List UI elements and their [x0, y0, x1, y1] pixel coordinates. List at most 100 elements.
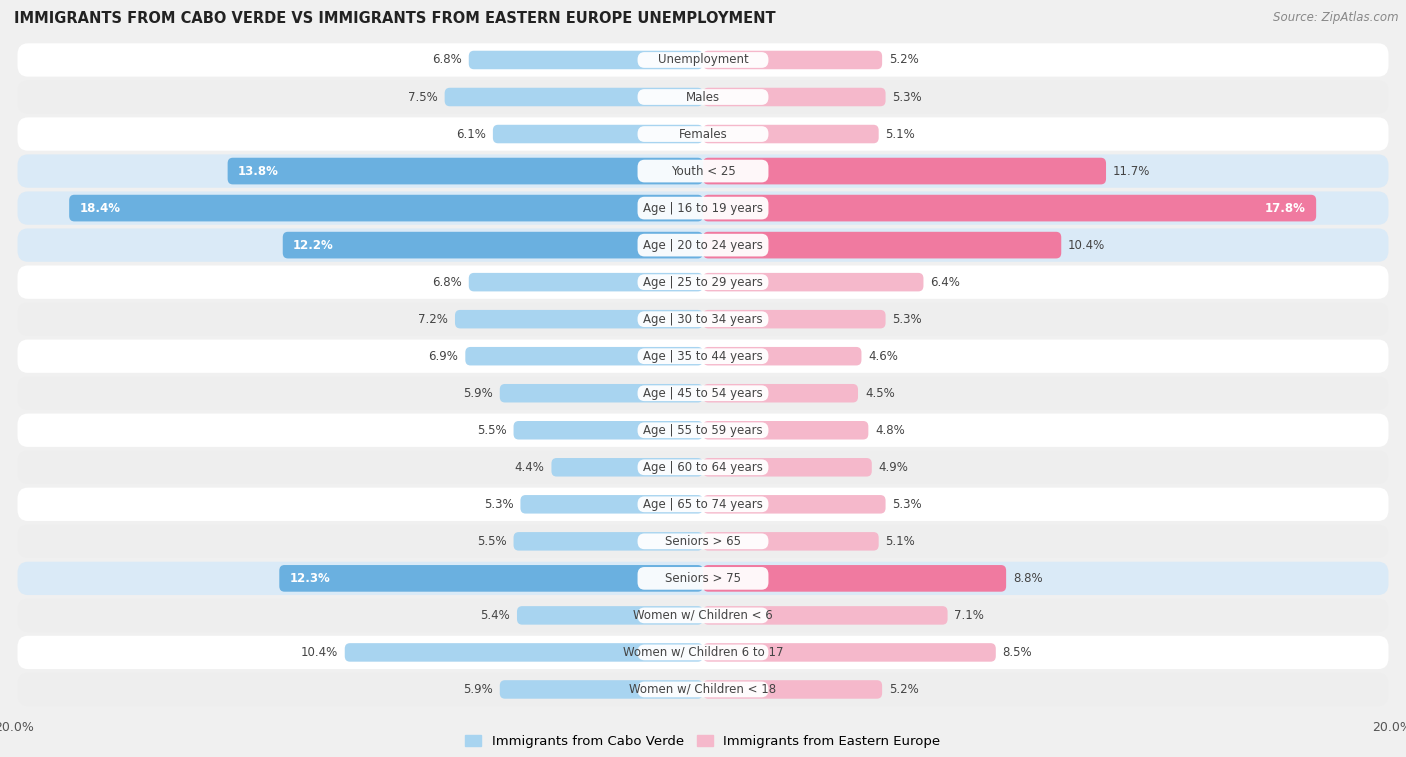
Text: 5.9%: 5.9%	[463, 387, 494, 400]
Text: 5.2%: 5.2%	[889, 54, 918, 67]
FancyBboxPatch shape	[17, 376, 1389, 410]
FancyBboxPatch shape	[637, 567, 769, 590]
Text: Males: Males	[686, 91, 720, 104]
Text: 6.4%: 6.4%	[931, 276, 960, 288]
FancyBboxPatch shape	[703, 643, 995, 662]
FancyBboxPatch shape	[17, 43, 1389, 76]
FancyBboxPatch shape	[703, 273, 924, 291]
Text: 6.1%: 6.1%	[456, 127, 486, 141]
FancyBboxPatch shape	[17, 266, 1389, 299]
Text: 8.5%: 8.5%	[1002, 646, 1032, 659]
Text: Age | 45 to 54 years: Age | 45 to 54 years	[643, 387, 763, 400]
FancyBboxPatch shape	[17, 599, 1389, 632]
FancyBboxPatch shape	[703, 384, 858, 403]
FancyBboxPatch shape	[517, 606, 703, 625]
Text: 5.3%: 5.3%	[893, 91, 922, 104]
FancyBboxPatch shape	[465, 347, 703, 366]
Text: 13.8%: 13.8%	[238, 164, 278, 178]
FancyBboxPatch shape	[283, 232, 703, 258]
FancyBboxPatch shape	[703, 195, 1316, 221]
Text: 5.9%: 5.9%	[463, 683, 494, 696]
FancyBboxPatch shape	[551, 458, 703, 477]
FancyBboxPatch shape	[637, 497, 769, 512]
Text: 4.4%: 4.4%	[515, 461, 544, 474]
FancyBboxPatch shape	[17, 154, 1389, 188]
Text: 6.8%: 6.8%	[432, 54, 461, 67]
FancyBboxPatch shape	[280, 565, 703, 592]
FancyBboxPatch shape	[468, 51, 703, 69]
Text: 7.1%: 7.1%	[955, 609, 984, 622]
Text: 5.3%: 5.3%	[893, 498, 922, 511]
FancyBboxPatch shape	[637, 52, 769, 68]
Text: 7.5%: 7.5%	[408, 91, 437, 104]
FancyBboxPatch shape	[637, 274, 769, 290]
FancyBboxPatch shape	[703, 606, 948, 625]
Text: 17.8%: 17.8%	[1265, 201, 1306, 214]
FancyBboxPatch shape	[637, 160, 769, 182]
Text: 5.4%: 5.4%	[481, 609, 510, 622]
FancyBboxPatch shape	[637, 534, 769, 550]
FancyBboxPatch shape	[17, 525, 1389, 558]
Text: IMMIGRANTS FROM CABO VERDE VS IMMIGRANTS FROM EASTERN EUROPE UNEMPLOYMENT: IMMIGRANTS FROM CABO VERDE VS IMMIGRANTS…	[14, 11, 776, 26]
Text: Seniors > 65: Seniors > 65	[665, 535, 741, 548]
Text: Age | 60 to 64 years: Age | 60 to 64 years	[643, 461, 763, 474]
FancyBboxPatch shape	[17, 117, 1389, 151]
FancyBboxPatch shape	[228, 157, 703, 185]
Text: 6.9%: 6.9%	[429, 350, 458, 363]
FancyBboxPatch shape	[494, 125, 703, 143]
Text: Unemployment: Unemployment	[658, 54, 748, 67]
Text: 10.4%: 10.4%	[301, 646, 337, 659]
FancyBboxPatch shape	[637, 608, 769, 623]
FancyBboxPatch shape	[17, 413, 1389, 447]
FancyBboxPatch shape	[17, 192, 1389, 225]
FancyBboxPatch shape	[637, 385, 769, 401]
FancyBboxPatch shape	[17, 229, 1389, 262]
Text: 10.4%: 10.4%	[1069, 238, 1105, 251]
Text: 5.3%: 5.3%	[484, 498, 513, 511]
FancyBboxPatch shape	[520, 495, 703, 513]
FancyBboxPatch shape	[703, 88, 886, 106]
FancyBboxPatch shape	[468, 273, 703, 291]
FancyBboxPatch shape	[637, 459, 769, 475]
Text: 12.2%: 12.2%	[292, 238, 333, 251]
FancyBboxPatch shape	[637, 348, 769, 364]
FancyBboxPatch shape	[17, 673, 1389, 706]
Text: 6.8%: 6.8%	[432, 276, 461, 288]
FancyBboxPatch shape	[637, 311, 769, 327]
FancyBboxPatch shape	[637, 644, 769, 660]
Text: Age | 55 to 59 years: Age | 55 to 59 years	[643, 424, 763, 437]
Text: Women w/ Children 6 to 17: Women w/ Children 6 to 17	[623, 646, 783, 659]
FancyBboxPatch shape	[703, 495, 886, 513]
FancyBboxPatch shape	[344, 643, 703, 662]
FancyBboxPatch shape	[703, 565, 1007, 592]
Text: 5.1%: 5.1%	[886, 127, 915, 141]
Text: 4.9%: 4.9%	[879, 461, 908, 474]
FancyBboxPatch shape	[703, 310, 886, 329]
FancyBboxPatch shape	[637, 681, 769, 697]
FancyBboxPatch shape	[513, 421, 703, 440]
Text: Age | 16 to 19 years: Age | 16 to 19 years	[643, 201, 763, 214]
FancyBboxPatch shape	[17, 450, 1389, 484]
Text: Seniors > 75: Seniors > 75	[665, 572, 741, 585]
Text: Youth < 25: Youth < 25	[671, 164, 735, 178]
Legend: Immigrants from Cabo Verde, Immigrants from Eastern Europe: Immigrants from Cabo Verde, Immigrants f…	[460, 730, 946, 753]
FancyBboxPatch shape	[17, 80, 1389, 114]
Text: 18.4%: 18.4%	[80, 201, 121, 214]
FancyBboxPatch shape	[703, 681, 882, 699]
Text: Age | 65 to 74 years: Age | 65 to 74 years	[643, 498, 763, 511]
FancyBboxPatch shape	[17, 303, 1389, 336]
Text: Age | 20 to 24 years: Age | 20 to 24 years	[643, 238, 763, 251]
FancyBboxPatch shape	[703, 347, 862, 366]
Text: 5.1%: 5.1%	[886, 535, 915, 548]
FancyBboxPatch shape	[703, 232, 1062, 258]
Text: 12.3%: 12.3%	[290, 572, 330, 585]
FancyBboxPatch shape	[637, 422, 769, 438]
FancyBboxPatch shape	[703, 51, 882, 69]
Text: Women w/ Children < 6: Women w/ Children < 6	[633, 609, 773, 622]
Text: Age | 25 to 29 years: Age | 25 to 29 years	[643, 276, 763, 288]
Text: 5.5%: 5.5%	[477, 424, 506, 437]
Text: Source: ZipAtlas.com: Source: ZipAtlas.com	[1274, 11, 1399, 24]
FancyBboxPatch shape	[703, 532, 879, 550]
FancyBboxPatch shape	[456, 310, 703, 329]
Text: 4.5%: 4.5%	[865, 387, 894, 400]
